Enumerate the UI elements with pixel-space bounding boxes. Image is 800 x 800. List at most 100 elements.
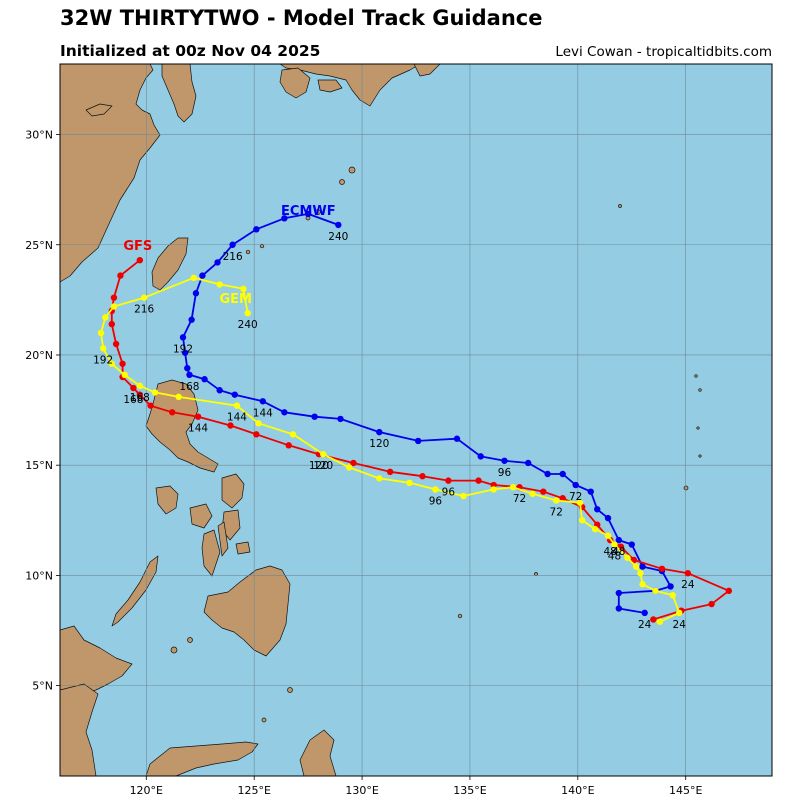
gem-track-point <box>102 314 109 321</box>
gfs-track-point <box>136 391 144 398</box>
ecmwf-track-point <box>214 259 221 266</box>
ecmwf-track-point <box>186 371 193 379</box>
gem-track-point <box>656 618 664 625</box>
gfs-track <box>108 256 733 623</box>
land-sulawesi <box>145 741 259 776</box>
gfs-track-point <box>253 431 260 438</box>
land-halmahera <box>299 729 337 776</box>
ecmwf-track-point <box>335 221 342 229</box>
gfs-track-point <box>110 294 118 301</box>
gfs-track-point <box>119 360 126 367</box>
gfs-track-point <box>136 256 144 264</box>
gem-hour-label: 48 <box>608 551 621 563</box>
ecmwf-track-point <box>229 241 236 248</box>
gem-track-point <box>490 486 497 493</box>
gem-hour-label: 24 <box>673 619 687 631</box>
ecmwf-hour-label: 72 <box>569 491 582 503</box>
ecmwf-track-point <box>544 470 551 478</box>
ecmwf-hour-label: 240 <box>328 231 348 243</box>
land-japan-shikoku <box>317 79 343 93</box>
lon-tick-label: 130°E <box>345 784 378 797</box>
gem-track-point <box>639 581 646 588</box>
ecmwf-hour-label: 24 <box>638 619 652 631</box>
ecmwf-track-point <box>587 488 594 495</box>
ecmwf-hour-label: 120 <box>369 438 389 450</box>
gem-track-point <box>345 464 353 471</box>
gem-track-point <box>591 525 599 533</box>
gem-track-point <box>669 592 676 599</box>
lon-tick-label: 140°E <box>561 784 594 797</box>
gem-track-point <box>553 497 560 504</box>
land-japan-kyushu <box>279 67 311 99</box>
gem-track-point <box>244 309 251 317</box>
lat-tick-label: 15°N <box>25 459 53 472</box>
land-mindoro <box>155 485 179 515</box>
gem-track-point <box>320 450 327 458</box>
model-tracks <box>97 210 733 625</box>
gfs-track-point <box>650 616 657 623</box>
source-credit: Levi Cowan - tropicaltidbits.com <box>555 44 772 60</box>
gfs-track-point <box>130 384 137 392</box>
ecmwf-track-point <box>337 415 344 423</box>
ecmwf-track-point <box>559 470 566 478</box>
gfs-track-point <box>708 600 715 608</box>
land-negros <box>201 529 221 577</box>
gfs-track-point <box>540 488 547 495</box>
gem-track-point <box>190 274 197 282</box>
gem-track-point <box>255 420 262 427</box>
gfs-hour-label: 144 <box>188 423 208 435</box>
lat-tick-label: 20°N <box>25 349 53 362</box>
lat-tick-label: 10°N <box>25 569 53 582</box>
gem-track-point <box>99 345 107 352</box>
gfs-hour-label: 48 <box>603 546 616 558</box>
ecmwf-track-point <box>281 215 288 222</box>
gem-track-point <box>652 587 659 595</box>
land-cebu <box>217 521 229 557</box>
gfs-track-point <box>112 340 120 348</box>
gem-track-line <box>100 276 681 623</box>
gfs-hour-label: 120 <box>309 460 329 472</box>
gfs-track-point <box>285 442 292 449</box>
ecmwf-track-point <box>259 398 267 405</box>
gem-hour-label: 240 <box>238 319 258 331</box>
gfs-track-point <box>108 320 115 328</box>
ecmwf-track-point <box>184 364 191 372</box>
gem-track-point <box>376 475 383 482</box>
ecmwf-track-point <box>615 536 623 544</box>
ecmwf-track-point <box>594 506 601 513</box>
gem-hour-label: 72 <box>550 506 563 518</box>
gem-track-point <box>611 541 618 548</box>
ecmwf-track-point <box>216 387 223 394</box>
gem-hour-label: 144 <box>227 412 247 424</box>
gem-hour-label: 168 <box>130 392 150 404</box>
ecmwf-track-point <box>453 435 461 442</box>
ecmwf-track-point <box>179 334 187 341</box>
land-taiwan <box>151 237 189 291</box>
ecmwf-track-point <box>615 605 623 612</box>
gem-track-point <box>108 360 115 367</box>
gem-track-point <box>216 281 223 288</box>
gfs-track-point <box>684 570 692 577</box>
gem-track-point <box>406 479 413 487</box>
gem-track-point <box>233 402 241 409</box>
ecmwf-track-point <box>304 210 312 218</box>
lon-tick-label: 145°E <box>669 784 702 797</box>
land-mindanao <box>203 565 291 657</box>
gem-track-point <box>136 382 144 390</box>
lon-tick-label: 135°E <box>453 784 486 797</box>
gem-track-point <box>460 492 467 500</box>
gfs-hour-label: 24 <box>681 579 695 591</box>
gem-track-point <box>432 486 439 493</box>
lon-tick-label: 125°E <box>237 784 270 797</box>
gfs-track-point <box>168 409 176 416</box>
land-japan-honshu <box>279 64 421 107</box>
map-frame <box>59 63 773 777</box>
land-china <box>60 64 161 283</box>
gfs-track-point <box>490 481 497 489</box>
lat-tick-label: 30°N <box>25 129 53 142</box>
gem-track-point <box>632 563 640 570</box>
lon-tick-label: 120°E <box>130 784 163 797</box>
ecmwf-track-point <box>572 481 579 489</box>
gfs-track-point <box>475 477 482 484</box>
init-time-subtitle: Initialized at 00z Nov 04 2025 <box>60 42 321 60</box>
